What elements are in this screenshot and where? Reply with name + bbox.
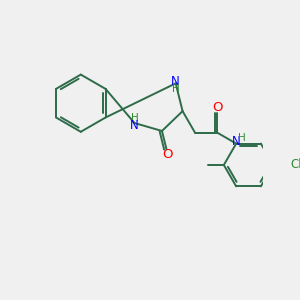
Text: H: H — [130, 113, 138, 123]
Text: Cl: Cl — [290, 158, 300, 172]
Text: H: H — [238, 133, 246, 143]
Text: N: N — [130, 118, 139, 132]
Text: N: N — [232, 135, 241, 148]
Text: H: H — [172, 84, 180, 94]
Text: O: O — [163, 148, 173, 161]
Text: N: N — [171, 75, 180, 88]
Text: O: O — [212, 101, 222, 114]
